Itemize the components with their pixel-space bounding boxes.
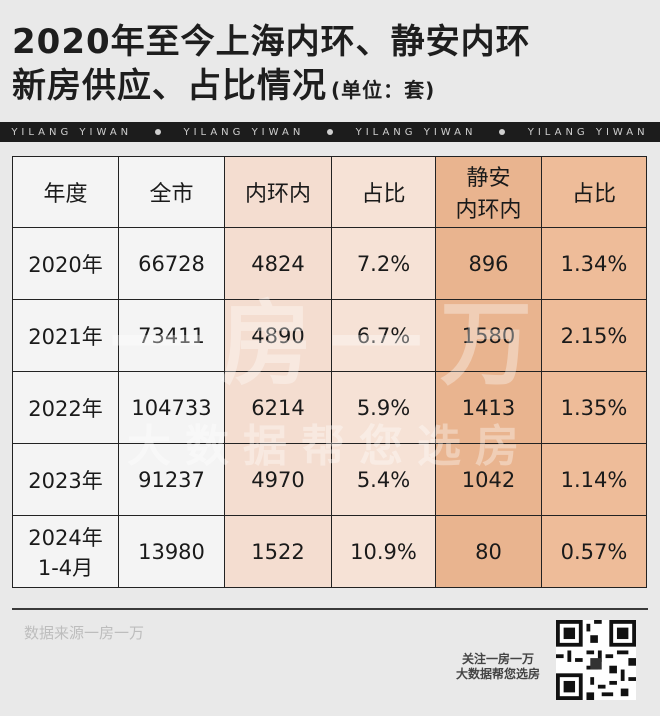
table-cell: 1042 — [435, 443, 542, 516]
table-cell: 2020年 — [12, 227, 119, 300]
table-header-cell: 年度 — [12, 156, 119, 228]
table-row: 2023年 91237 4970 5.4% 1042 1.14% — [12, 443, 647, 516]
table-cell: 1580 — [435, 299, 542, 372]
table-row: 2022年 104733 6214 5.9% 1413 1.35% — [12, 371, 647, 444]
table-header-cell: 静安 内环内 — [435, 156, 542, 228]
table-cell: 5.9% — [331, 371, 436, 444]
table-cell: 1.34% — [541, 227, 647, 300]
band-text-2: YILANG YIWAN — [183, 126, 305, 138]
table-cell: 91237 — [118, 443, 225, 516]
table-row: 2021年 73411 4890 6.7% 1580 2.15% — [12, 299, 647, 372]
table-cell: 80 — [435, 515, 542, 588]
table-cell: 2021年 — [12, 299, 119, 372]
promo-text: 关注一房一万 大数据帮您选房 — [448, 652, 548, 682]
table-cell: 1522 — [224, 515, 332, 588]
promo-line-1: 关注一房一万 — [461, 652, 534, 666]
table-cell: 104733 — [118, 371, 225, 444]
band-dot-icon — [499, 129, 506, 135]
table-cell: 4890 — [224, 299, 332, 372]
page-title: 2020年至今上海内环、静安内环 新房供应、占比情况 (单位：套) — [12, 20, 531, 112]
table-cell: 6.7% — [331, 299, 436, 372]
supply-table: 年度 全市 内环内 占比 静安 内环内 占比 2020年 66728 4824 7.2% 896 1.… — [12, 156, 647, 588]
band-dot-icon — [326, 129, 333, 135]
table-cell: 0.57% — [541, 515, 647, 588]
table-cell: 10.9% — [331, 515, 436, 588]
table-cell: 1.14% — [541, 443, 647, 516]
promo-line-2: 大数据帮您选房 — [455, 667, 540, 681]
band-text-4: YILANG YIWAN — [527, 126, 649, 138]
table-cell: 2022年 — [12, 371, 119, 444]
table-row: 2020年 66728 4824 7.2% 896 1.34% — [12, 227, 647, 300]
table-cell: 2023年 — [12, 443, 119, 516]
table-header-cell: 占比 — [541, 156, 647, 228]
source-note: 数据来源一房一万 — [24, 624, 145, 642]
table-cell: 896 — [435, 227, 542, 300]
table-cell: 5.4% — [331, 443, 436, 516]
table-cell: 4824 — [224, 227, 332, 300]
table-header-cell: 内环内 — [224, 156, 332, 228]
table-cell: 66728 — [118, 227, 225, 300]
footer-divider — [12, 608, 648, 610]
table-cell: 13980 — [118, 515, 225, 588]
table-cell: 1.35% — [541, 371, 647, 444]
table-cell: 1413 — [435, 371, 542, 444]
unit-label: (单位：套) — [331, 78, 436, 102]
table-cell: 4970 — [224, 443, 332, 516]
table-cell: 6214 — [224, 371, 332, 444]
title-line-2: 新房供应、占比情况 (单位：套) — [12, 64, 531, 112]
table-header-cell: 占比 — [331, 156, 436, 228]
title-line-1: 2020年至今上海内环、静安内环 — [12, 22, 531, 62]
table-header-cell: 全市 — [118, 156, 225, 228]
band-text-1: YILANG YIWAN — [11, 126, 133, 138]
title-line-2-text: 新房供应、占比情况 — [12, 66, 327, 106]
table-row: 2024年 1-4月 13980 1522 10.9% 80 0.57% — [12, 515, 647, 588]
band-text-3: YILANG YIWAN — [355, 126, 477, 138]
brand-band: YILANG YIWAN YILANG YIWAN YILANG YIWAN Y… — [0, 122, 660, 142]
qr-code-icon — [556, 620, 636, 700]
table-header-row: 年度 全市 内环内 占比 静安 内环内 占比 — [12, 156, 647, 228]
table-cell: 7.2% — [331, 227, 436, 300]
table-cell: 2024年 1-4月 — [12, 515, 119, 588]
table-cell: 2.15% — [541, 299, 647, 372]
table-cell: 73411 — [118, 299, 225, 372]
band-dot-icon — [154, 129, 161, 135]
